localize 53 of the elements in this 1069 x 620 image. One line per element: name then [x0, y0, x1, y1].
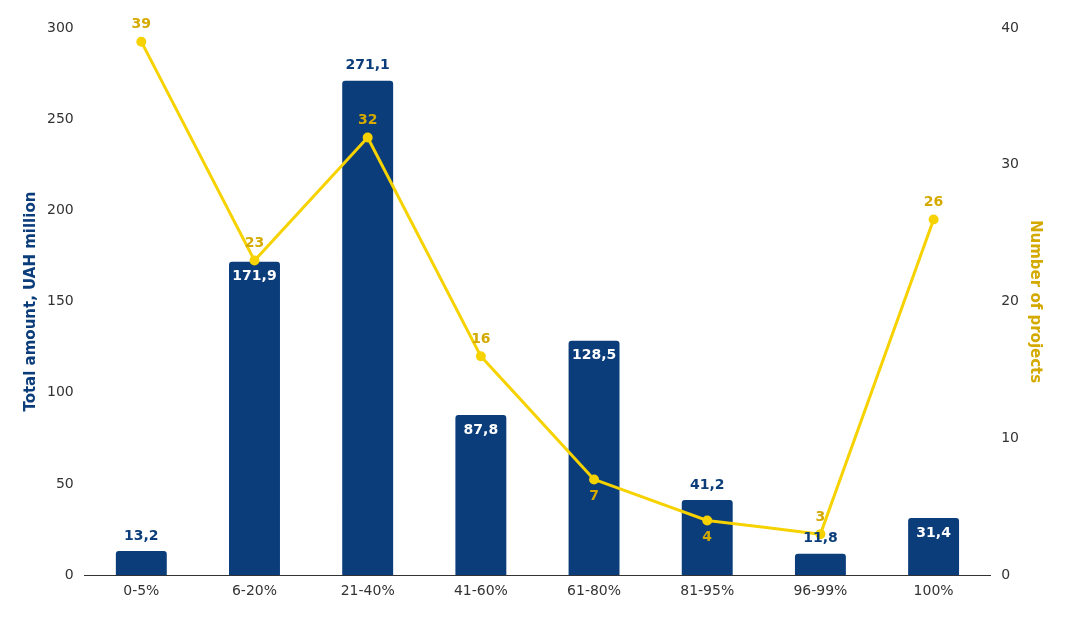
y-tick-label: 300	[46, 18, 74, 35]
data-label: 87,8	[463, 420, 499, 437]
y-tick-label: 0	[64, 565, 74, 582]
bar	[115, 551, 167, 576]
y-tick-label: 200	[46, 201, 74, 218]
data-label: 7	[589, 487, 599, 504]
bar	[794, 553, 846, 576]
y-tick-label: 150	[46, 292, 74, 309]
data-label: 32	[357, 111, 378, 128]
x-tick-label: 0-5%	[123, 582, 160, 599]
data-label: 128,5	[571, 346, 617, 363]
data-label: 171,9	[232, 267, 277, 284]
x-tick-label: 96-99%	[793, 582, 848, 599]
bar	[568, 340, 620, 576]
point	[136, 36, 147, 47]
point	[249, 255, 260, 266]
x-tick-label: 81-95%	[680, 582, 735, 599]
point	[362, 132, 373, 143]
bar	[681, 500, 733, 576]
bar	[455, 415, 507, 576]
x-tick-label: 100%	[913, 582, 954, 599]
point	[475, 351, 486, 362]
bar	[908, 517, 960, 576]
data-label: 271,1	[345, 56, 390, 73]
data-label: 3	[815, 507, 826, 524]
data-label: 39	[131, 15, 152, 32]
data-label: 23	[244, 234, 265, 251]
point	[589, 474, 600, 485]
data-label: 4	[702, 528, 713, 545]
data-label: 26	[923, 193, 944, 210]
point	[702, 515, 713, 526]
bar	[342, 80, 394, 576]
y2-axis-title: Number of projects	[1027, 220, 1046, 384]
data-label: 13,2	[124, 526, 159, 543]
y-tick-label: 50	[55, 474, 74, 491]
x-tick-label: 61-80%	[567, 582, 622, 599]
point	[928, 214, 939, 225]
y2-tick-label: 40	[1001, 18, 1020, 35]
bar	[229, 261, 280, 576]
y2-tick-label: 0	[1001, 565, 1011, 582]
data-label: 16	[471, 329, 491, 346]
x-tick-label: 6-20%	[231, 582, 278, 599]
y-tick-label: 250	[46, 109, 74, 126]
y-tick-label: 100	[46, 383, 74, 400]
data-label: 31,4	[916, 523, 952, 540]
x-tick-label: 41-60%	[453, 582, 508, 599]
y2-tick-label: 10	[1001, 429, 1020, 446]
y2-tick-label: 20	[1001, 292, 1020, 309]
x-tick-label: 21-40%	[340, 582, 395, 599]
y-axis-title: Total amount, UAH million	[20, 191, 39, 412]
data-label: 11,8	[803, 529, 838, 546]
data-label: 41,2	[689, 475, 725, 492]
y2-tick-label: 30	[1001, 155, 1020, 172]
